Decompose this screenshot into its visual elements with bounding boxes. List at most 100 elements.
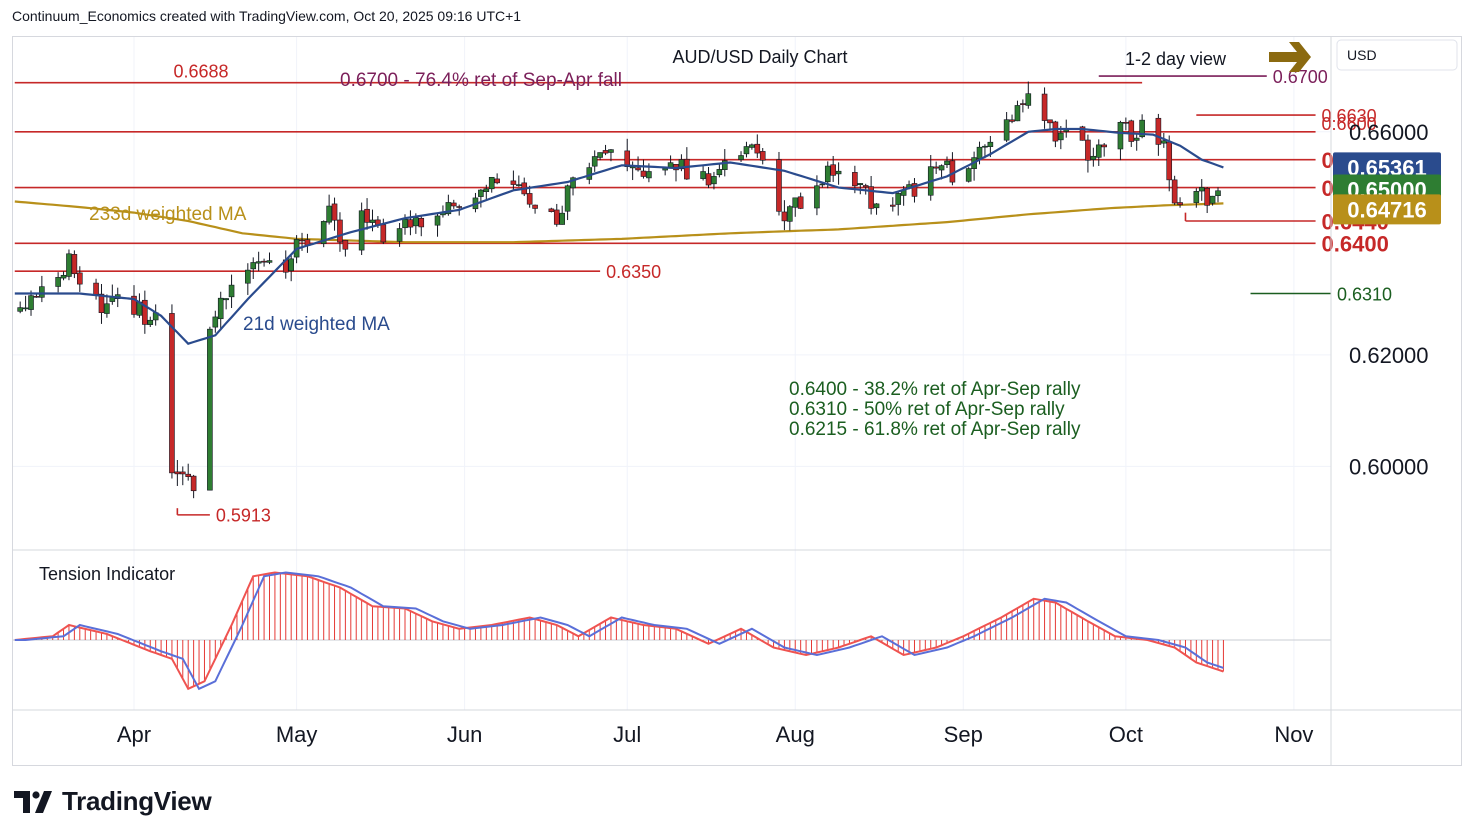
- candle: [797, 192, 804, 210]
- candle: [190, 474, 197, 499]
- candle-body-down: [1101, 144, 1107, 148]
- x-tick-label: Apr: [117, 722, 151, 747]
- candle: [1204, 186, 1210, 214]
- candle: [705, 167, 712, 189]
- candle-body-up: [646, 171, 652, 179]
- candle-body-up: [700, 171, 706, 179]
- candle: [700, 166, 706, 181]
- candle-body-down: [548, 208, 555, 212]
- chart-attribution: Continuum_Economics created with Trading…: [12, 8, 522, 24]
- candle-body-down: [1123, 121, 1129, 124]
- chart-svg[interactable]: 0.67000.66880.66300.66000.65500.65000.64…: [13, 37, 1461, 765]
- candle: [510, 170, 517, 191]
- candle-body-up: [245, 269, 251, 284]
- candle-body-up: [1209, 195, 1216, 204]
- candle: [711, 171, 717, 190]
- candle-body-down: [862, 185, 869, 188]
- candle: [597, 152, 603, 161]
- tradingview-logo[interactable]: TradingView: [14, 786, 212, 817]
- candle-body-up: [326, 205, 332, 223]
- candle: [776, 151, 782, 216]
- candle-body-down: [852, 172, 858, 187]
- candle: [174, 459, 181, 486]
- candle: [136, 293, 143, 318]
- candle: [93, 278, 99, 300]
- candle-body-down: [1128, 120, 1135, 142]
- candle: [104, 294, 110, 318]
- candle-body-up: [255, 261, 262, 264]
- candle-body-up: [982, 145, 988, 148]
- candle: [1095, 139, 1102, 166]
- candle: [591, 150, 598, 172]
- candle: [792, 197, 799, 217]
- candle: [629, 161, 636, 181]
- x-tick-label: Aug: [776, 722, 815, 747]
- y-tick-label: 0.66000: [1349, 120, 1429, 145]
- candle: [521, 177, 528, 197]
- candle: [1215, 187, 1221, 203]
- candle-body-down: [705, 173, 712, 186]
- candle-body-down: [456, 206, 463, 208]
- candle-body-up: [749, 144, 755, 148]
- candle: [526, 185, 533, 208]
- candle-body-up: [667, 162, 674, 168]
- candle: [450, 199, 457, 209]
- candle-body-up: [66, 253, 72, 277]
- candle: [245, 263, 251, 295]
- candle-body-up: [1193, 191, 1200, 203]
- candle: [364, 198, 370, 230]
- candle: [179, 466, 186, 486]
- candle: [22, 295, 29, 312]
- candle: [1209, 195, 1216, 206]
- candle: [250, 257, 257, 279]
- candle: [337, 212, 343, 252]
- candle: [1193, 188, 1200, 208]
- candle-body-down: [1041, 93, 1048, 121]
- candle-body-down: [532, 204, 538, 209]
- candle: [971, 151, 977, 181]
- candle-body-down: [142, 299, 148, 325]
- candle: [77, 266, 83, 292]
- candle-body-up: [721, 160, 728, 170]
- candle-body-down: [1009, 119, 1015, 122]
- candle: [667, 155, 674, 168]
- candle-body-up: [1014, 105, 1021, 122]
- x-tick-label: May: [276, 722, 318, 747]
- candle: [217, 291, 224, 331]
- candle-body-down: [380, 224, 387, 243]
- candle-body-up: [320, 221, 327, 244]
- candle-body-down: [1166, 141, 1173, 181]
- candle-body-down: [131, 295, 137, 315]
- chart-frame[interactable]: 0.67000.66880.66300.66000.65500.65000.64…: [12, 36, 1462, 766]
- candle: [754, 134, 761, 158]
- candle: [28, 290, 34, 316]
- candle-body-up: [857, 183, 864, 186]
- price-badge: [1333, 194, 1441, 225]
- candle: [223, 298, 229, 310]
- candle: [228, 274, 235, 308]
- candle-body-up: [1090, 155, 1097, 160]
- candle: [17, 301, 23, 314]
- candle: [169, 304, 175, 479]
- candle-body-up: [288, 258, 294, 272]
- candle-body-up: [147, 319, 154, 325]
- candle: [39, 275, 45, 303]
- candle: [1009, 114, 1015, 124]
- candle-body-up: [895, 193, 902, 205]
- candle: [602, 144, 609, 156]
- candle-body-down: [450, 202, 457, 207]
- candle-body-up: [28, 295, 34, 310]
- candle-body-up: [396, 228, 403, 242]
- candle: [320, 220, 327, 248]
- tension-main-line: [14, 571, 1224, 691]
- candle-body-up: [1025, 93, 1032, 106]
- candle-body-up: [743, 146, 750, 155]
- currency-button[interactable]: USD: [1336, 39, 1458, 71]
- candle: [553, 203, 560, 227]
- candle-body-down: [624, 150, 631, 167]
- candle: [55, 272, 61, 293]
- candle: [1025, 81, 1032, 109]
- candle: [326, 194, 332, 225]
- candle: [873, 203, 880, 215]
- candle: [1117, 120, 1124, 161]
